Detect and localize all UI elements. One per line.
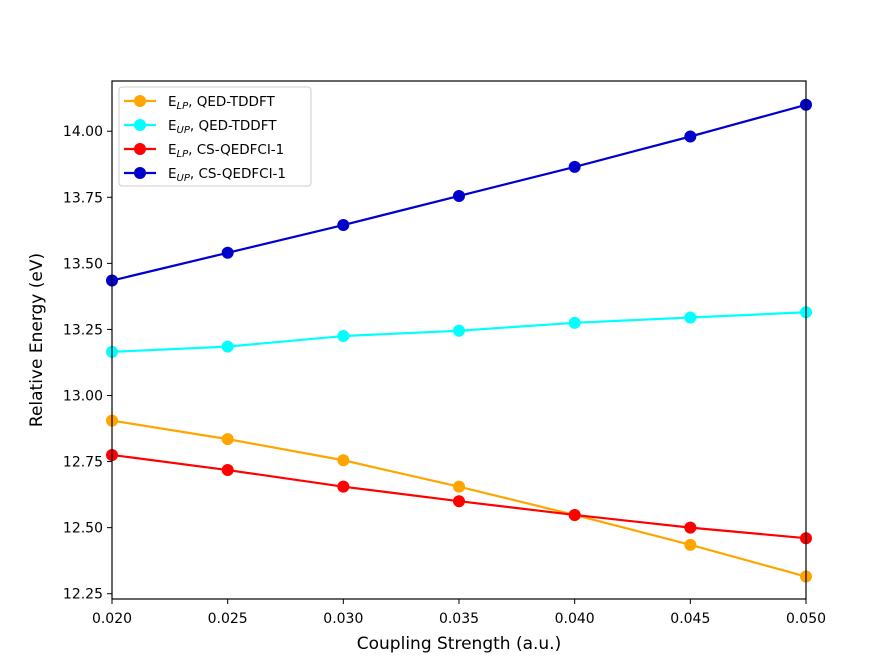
data-point (684, 130, 697, 143)
data-point (337, 330, 350, 343)
legend-item: ELP, QED-TDDFT (124, 94, 275, 112)
series-3 (106, 448, 812, 545)
legend-marker (134, 167, 146, 179)
x-tick-label: 0.035 (439, 611, 479, 627)
y-tick-label: 14.00 (63, 124, 103, 140)
x-tick-label: 0.045 (670, 611, 710, 627)
data-point (568, 508, 581, 521)
y-axis-label: Relative Energy (eV) (27, 253, 47, 427)
data-point (684, 311, 697, 324)
data-point (684, 521, 697, 534)
data-point (337, 219, 350, 232)
data-point (221, 433, 234, 446)
legend-label: ELP, QED-TDDFT (168, 94, 275, 112)
legend-marker (134, 143, 146, 155)
data-point (221, 464, 234, 477)
data-point (684, 538, 697, 551)
data-point (453, 189, 465, 202)
data-point (337, 480, 350, 493)
y-tick-label: 13.00 (63, 389, 103, 405)
x-tick-label: 0.050 (786, 611, 826, 627)
data-point (453, 324, 465, 337)
y-tick-label: 13.75 (63, 190, 103, 206)
x-tick-label: 0.020 (92, 611, 132, 627)
data-point (568, 160, 581, 173)
y-tick-label: 12.25 (63, 587, 103, 603)
data-point (337, 454, 350, 467)
series-4 (106, 98, 812, 287)
legend: ELP, QED-TDDFT EUP, QED-TDDFT ELP, CS-QEDF… (118, 86, 312, 187)
legend-item: EUP, QED-TDDFT (124, 118, 277, 136)
legend-marker (134, 95, 146, 107)
y-tick-label: 13.25 (63, 322, 103, 338)
y-tick-label: 13.50 (63, 256, 103, 272)
data-point (568, 316, 581, 329)
data-point (453, 480, 465, 493)
x-axis-ticks: 0.020 0.025 0.030 0.035 0.040 0.045 0.050 (92, 599, 826, 627)
legend-frame (118, 86, 312, 187)
data-point (221, 340, 234, 353)
x-axis-label: Coupling Strength (a.u.) (357, 634, 561, 654)
series-layer (106, 98, 812, 583)
plot-frame (111, 80, 807, 600)
series-2 (106, 306, 812, 358)
legend-label: EUP, QED-TDDFT (168, 118, 277, 136)
legend-label: EUP, CS-QEDFCI-1 (168, 166, 286, 184)
x-tick-label: 0.040 (555, 611, 595, 627)
x-tick-label: 0.025 (208, 611, 248, 627)
x-tick-label: 0.030 (323, 611, 363, 627)
y-axis-ticks: 12.25 12.50 12.75 13.00 13.25 13.50 13.75 14.00 (63, 124, 112, 603)
y-tick-label: 12.75 (63, 455, 103, 471)
legend-label: ELP, CS-QEDFCI-1 (168, 142, 284, 160)
legend-item: EUP, CS-QEDFCI-1 (124, 166, 286, 184)
y-tick-label: 12.50 (63, 521, 103, 537)
legend-marker (134, 119, 146, 131)
data-point (221, 246, 234, 259)
legend-item: ELP, CS-QEDFCI-1 (124, 142, 284, 160)
data-point (453, 495, 465, 508)
